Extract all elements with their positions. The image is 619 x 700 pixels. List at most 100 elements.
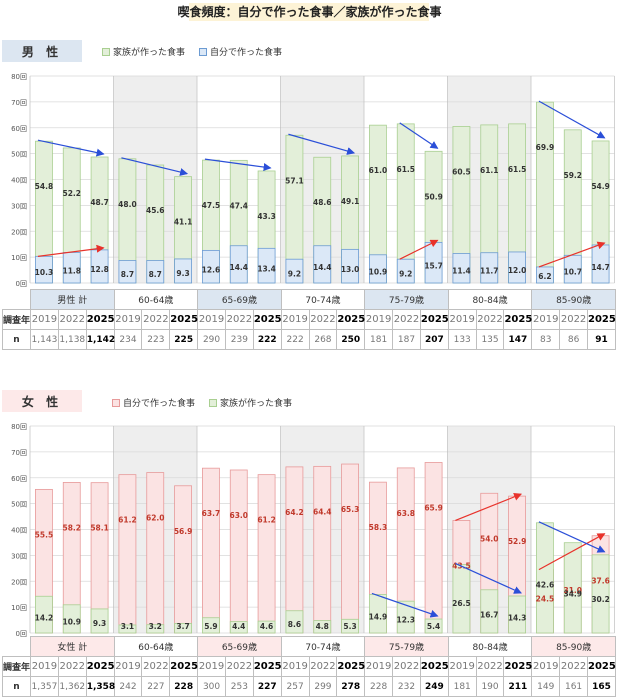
title-background [189, 3, 429, 21]
trend-arrow [538, 533, 606, 571]
value-label: 58.1 [90, 524, 109, 533]
row-label-year: 調査年 [1, 656, 32, 677]
value-label: 12.6 [202, 265, 221, 274]
year-cell: 2019 [30, 309, 59, 330]
group-header: 60-64歳 [113, 289, 199, 310]
bar [229, 621, 248, 634]
year-cell: 2022 [224, 656, 254, 677]
n-cell: 257 [280, 676, 310, 697]
year-cell: 2019 [30, 656, 59, 677]
value-label: 45.6 [146, 206, 165, 215]
trend-arrow [121, 157, 189, 176]
trend-arrow [37, 244, 105, 257]
bar [257, 247, 276, 284]
n-cell: 1,143 [30, 329, 59, 350]
page-title: 喫食頻度：自分で作った食事／家族が作った食事 [177, 5, 442, 19]
bar [536, 266, 554, 284]
n-cell: 161 [559, 676, 588, 697]
value-label: 41.1 [174, 218, 193, 227]
group-header: 65-69歳 [197, 289, 282, 310]
n-cell: 1,357 [30, 676, 59, 697]
year-cell: 2022 [475, 309, 505, 330]
y-tick-label: 40回 [11, 177, 27, 185]
trend-arrow [455, 493, 523, 522]
bar [285, 466, 304, 634]
group-header: 85-90歳 [531, 636, 616, 657]
y-tick-label: 50回 [11, 501, 27, 509]
value-label: 8.7 [149, 270, 162, 279]
value-label: 5.4 [427, 622, 440, 631]
value-label: 65.3 [341, 505, 360, 514]
value-label: 61.2 [118, 516, 137, 525]
value-label: 48.0 [118, 200, 137, 209]
group-header: 80-84歳 [447, 636, 533, 657]
value-label: 8.7 [121, 270, 134, 279]
bar [424, 462, 443, 634]
legend-swatch [209, 398, 218, 407]
value-label: 3.1 [121, 622, 134, 631]
bar [480, 252, 499, 284]
trend-arrow [399, 122, 439, 149]
year-cell: 2025 [169, 309, 199, 330]
bar [229, 245, 248, 284]
value-label: 13.0 [341, 265, 360, 274]
value-label: 47.5 [202, 201, 221, 210]
bar [341, 248, 359, 284]
value-label: 14.4 [229, 263, 248, 272]
row-label-n: n [1, 676, 32, 697]
bar [257, 474, 276, 634]
value-label: 60.5 [452, 167, 471, 176]
value-label: 54.8 [35, 182, 54, 191]
value-label: 52.9 [508, 537, 527, 546]
legend-swatch [199, 47, 208, 56]
value-label: 9.3 [176, 269, 189, 278]
trend-arrow [538, 100, 606, 139]
female-section-tag: 女 性 [2, 390, 82, 412]
bar [174, 485, 192, 634]
bar [202, 617, 220, 634]
year-cell: 2019 [364, 309, 394, 330]
year-cell: 2025 [419, 309, 449, 330]
value-label: 11.4 [452, 267, 471, 276]
trend-arrow [37, 139, 105, 157]
y-tick-label: 20回 [11, 578, 27, 586]
bar [174, 623, 192, 634]
value-label: 65.9 [424, 503, 443, 512]
value-label: 4.8 [316, 622, 329, 631]
value-label: 8.6 [288, 620, 301, 629]
value-label: 14.4 [313, 263, 332, 272]
year-cell: 2022 [141, 309, 171, 330]
value-label: 16.7 [480, 611, 499, 620]
value-label: 12.0 [508, 266, 527, 275]
value-label: 9.2 [399, 269, 412, 278]
n-cell: 242 [113, 676, 143, 697]
year-cell: 2025 [252, 656, 282, 677]
n-cell: 227 [141, 676, 171, 697]
value-label: 3.2 [149, 622, 162, 631]
year-cell: 2025 [252, 309, 282, 330]
year-cell: 2022 [57, 656, 87, 677]
value-label: 10.3 [35, 268, 54, 277]
male-legend-family: 家族が作った食事 [102, 45, 185, 58]
year-cell: 2019 [280, 656, 310, 677]
bar [35, 255, 53, 284]
trend-arrow [399, 239, 439, 260]
value-label: 58.2 [62, 523, 81, 532]
year-cell: 2025 [336, 309, 366, 330]
n-cell: 211 [503, 676, 533, 697]
y-tick-label: 40回 [11, 527, 27, 535]
value-label: 12.3 [396, 616, 415, 625]
value-label: 31.0 [563, 586, 582, 595]
year-cell: 2022 [308, 656, 338, 677]
value-label: 11.8 [62, 266, 81, 275]
n-cell: 278 [336, 676, 366, 697]
legend-swatch [112, 398, 120, 407]
n-cell: 249 [419, 676, 449, 697]
trend-arrow [538, 521, 606, 553]
legend-swatch [102, 47, 110, 56]
year-cell: 2025 [419, 656, 449, 677]
value-label: 47.4 [229, 201, 248, 210]
row-label-year: 調査年 [1, 309, 32, 330]
value-label: 9.3 [93, 619, 106, 628]
value-label: 61.5 [396, 165, 415, 174]
